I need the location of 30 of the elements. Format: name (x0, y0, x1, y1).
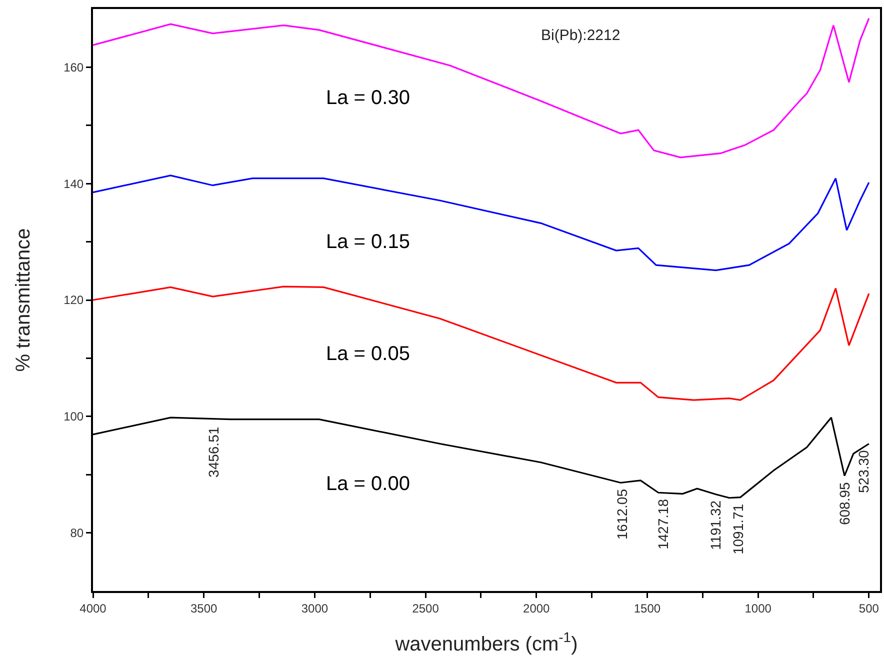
annotation: Bi(Pb):2212 (541, 27, 620, 44)
y-tick-label: 80 (70, 526, 84, 540)
annotation: 1612.05 (614, 488, 630, 540)
x-tick-label: 500 (858, 601, 880, 616)
series-label: La = 0.05 (326, 343, 410, 365)
x-tick-label: 2000 (523, 601, 550, 616)
annotation: 1091.71 (730, 504, 746, 555)
line-series (93, 286, 870, 401)
line-series (93, 18, 870, 158)
series-label: La = 0.15 (326, 231, 410, 253)
y-tick-label: 160 (64, 60, 84, 74)
x-axis-title: wavenumbers (cm$^{-1}$) (394, 629, 578, 656)
annotation: 3456.51 (206, 426, 222, 478)
x-tick-label: 1500 (634, 601, 661, 616)
series-label: La = 0.00 (326, 473, 410, 495)
y-tick-label: 140 (64, 176, 84, 191)
y-tick-label: 120 (64, 293, 84, 308)
y-tick-label: 100 (64, 410, 84, 424)
annotation: 608.95 (836, 482, 852, 526)
x-tick-label: 3500 (190, 601, 218, 616)
y-axis-title: % transmittance (12, 228, 35, 372)
x-tick-label: 4000 (80, 601, 107, 616)
series-label: La = 0.30 (326, 87, 410, 109)
x-tick-label: 3000 (301, 601, 328, 616)
line-series (93, 174, 870, 272)
annotation: 523.30 (856, 450, 872, 493)
annotation: 1191.32 (707, 500, 724, 550)
x-tick-label: 2500 (412, 601, 440, 616)
x-tick-label: 1000 (744, 601, 772, 616)
annotation: 1427.18 (655, 498, 672, 550)
